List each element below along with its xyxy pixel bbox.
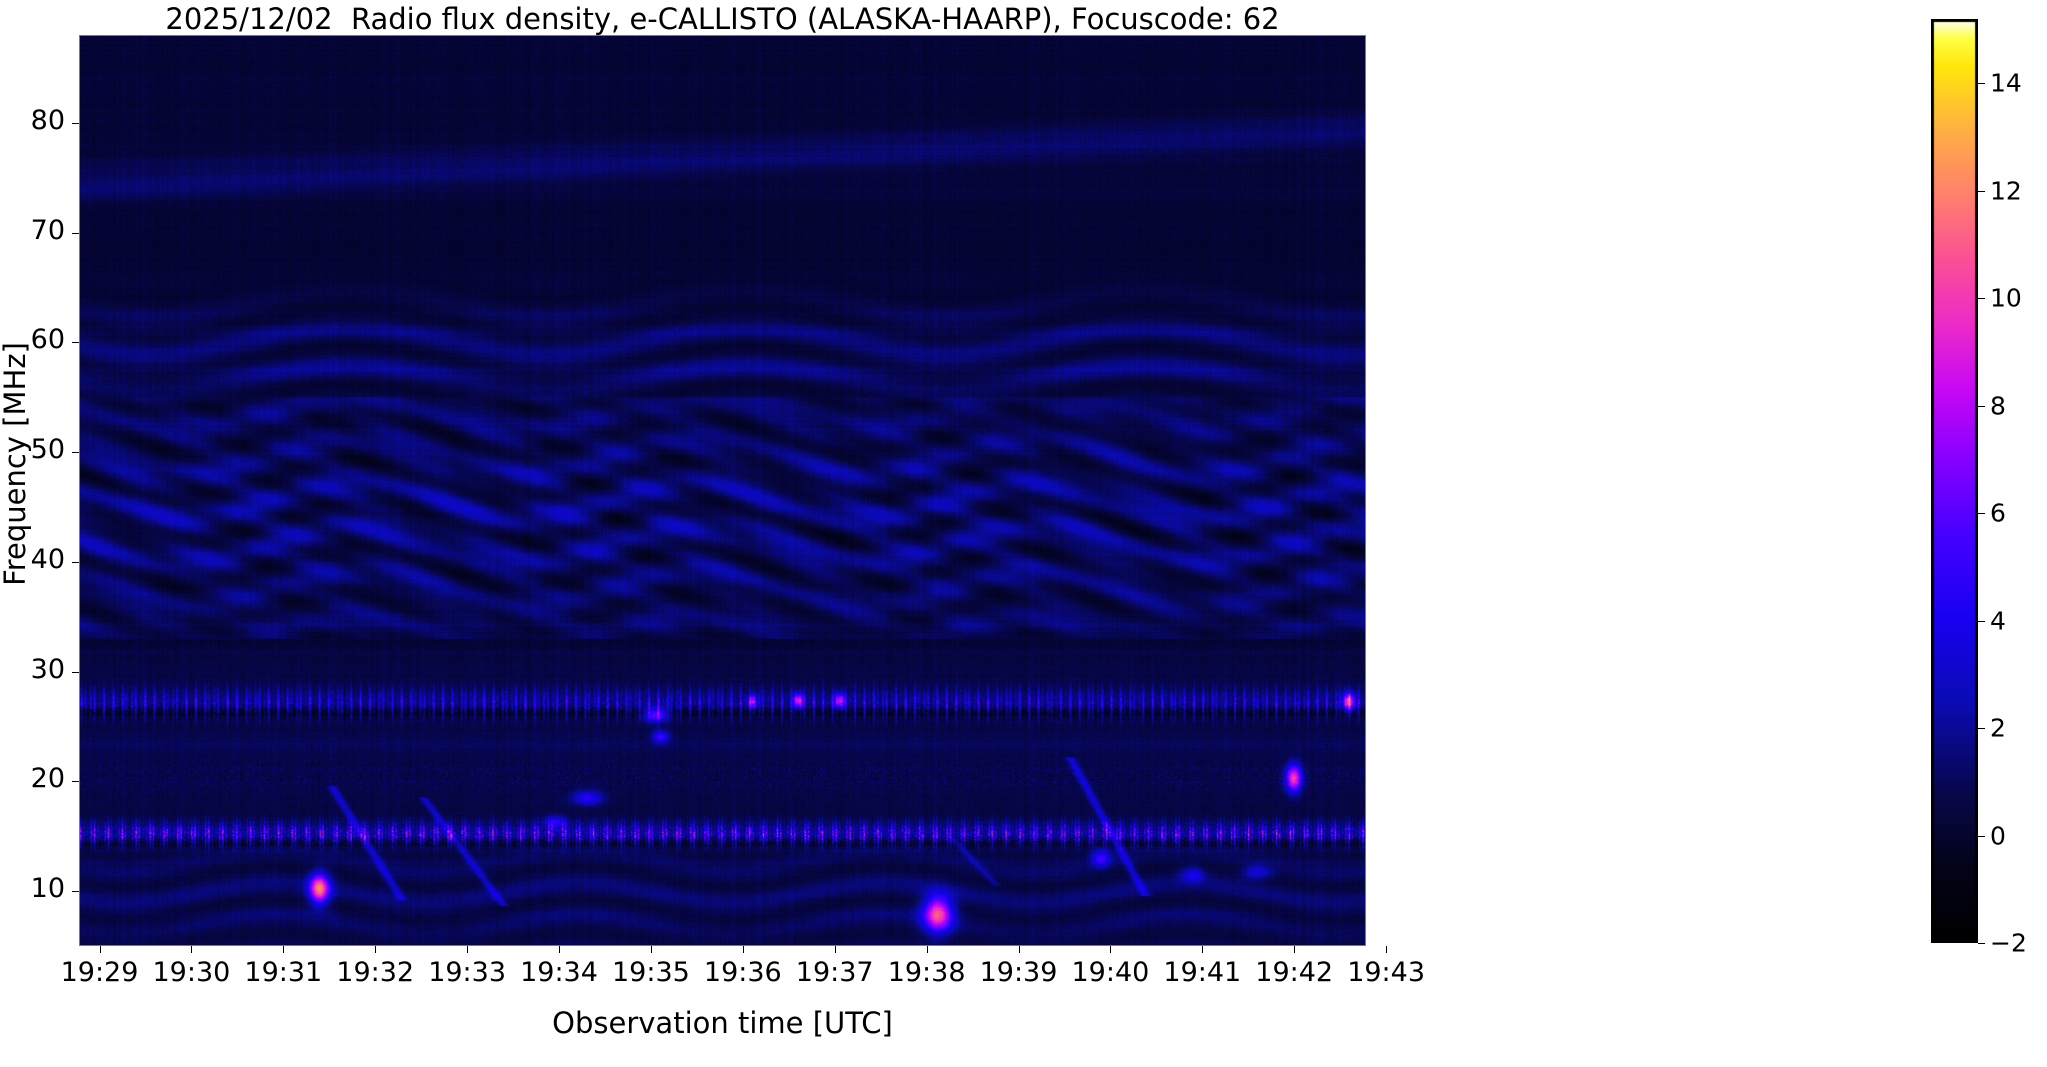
x-tick-label: 19:36 — [703, 957, 782, 988]
x-tick-mark — [926, 946, 928, 953]
y-tick-label: 30 — [30, 653, 65, 685]
y-tick-mark — [72, 452, 79, 454]
colorbar-tick-mark — [1978, 190, 1985, 192]
y-tick-label: 70 — [30, 214, 65, 246]
y-tick-label: 80 — [30, 104, 65, 136]
x-tick-mark — [834, 946, 836, 953]
colorbar-tick-label: 6 — [1990, 498, 2006, 528]
spectrogram-image — [80, 36, 1365, 945]
colorbar-tick-label: 10 — [1990, 283, 2022, 313]
x-tick-label: 19:34 — [520, 957, 598, 988]
x-tick-label: 19:31 — [244, 957, 323, 988]
y-tick-mark — [72, 561, 79, 563]
x-tick-label: 19:35 — [611, 957, 690, 988]
x-tick-label: 19:30 — [152, 957, 231, 988]
x-tick-mark — [742, 946, 744, 953]
x-tick-label: 19:41 — [1163, 957, 1242, 988]
x-tick-label: 19:33 — [428, 957, 506, 988]
x-tick-label: 19:39 — [979, 957, 1058, 988]
colorbar-tick-mark — [1978, 298, 1985, 300]
colorbar-tick-label: 12 — [1990, 176, 2022, 206]
x-tick-mark — [1294, 946, 1296, 953]
x-tick-mark — [467, 946, 469, 953]
x-axis-label: Observation time [UTC] — [552, 1006, 893, 1040]
x-tick-label: 19:43 — [1347, 957, 1425, 988]
figure-title: 2025/12/02 Radio flux density, e-CALLIST… — [165, 2, 1280, 36]
x-tick-label: 19:37 — [795, 957, 874, 988]
colorbar-tick-label: 14 — [1990, 68, 2022, 98]
y-tick-label: 50 — [30, 434, 65, 466]
colorbar-tick-mark — [1978, 513, 1985, 515]
y-tick-mark — [72, 891, 79, 893]
plot-axes — [79, 35, 1366, 946]
colorbar-tick-label: −2 — [1990, 928, 2027, 958]
x-tick-label: 19:42 — [1255, 957, 1334, 988]
colorbar-container: 14 12 10 8 6 4 2 0 −2 — [1931, 19, 2027, 958]
y-tick-mark — [72, 232, 79, 234]
x-tick-mark — [650, 946, 652, 953]
colorbar-tick-label: 2 — [1990, 713, 2006, 743]
colorbar-tick-mark — [1978, 835, 1985, 837]
y-tick-mark — [72, 342, 79, 344]
x-tick-mark — [99, 946, 101, 953]
x-tick-mark — [375, 946, 377, 953]
x-tick-label: 19:38 — [887, 957, 966, 988]
colorbar-tick-mark — [1978, 405, 1985, 407]
colorbar-gradient — [1931, 19, 1978, 943]
x-tick-label: 19:29 — [60, 957, 139, 988]
x-tick-mark — [1202, 946, 1204, 953]
colorbar-tick-mark — [1978, 943, 1985, 944]
x-tick-mark — [1386, 946, 1388, 953]
y-tick-label: 60 — [30, 324, 65, 356]
colorbar-tick-mark — [1978, 83, 1985, 85]
y-axis-label: Frequency [MHz] — [0, 342, 32, 586]
x-tick-mark — [191, 946, 193, 953]
x-tick-mark — [559, 946, 560, 953]
colorbar-tick-label: 0 — [1990, 821, 2006, 851]
colorbar-tick-mark — [1978, 620, 1985, 622]
y-tick-mark — [72, 671, 79, 673]
y-tick-label: 40 — [30, 543, 65, 575]
y-tick-mark — [72, 781, 79, 783]
x-tick-mark — [1018, 946, 1020, 953]
y-tick-label: 10 — [30, 873, 65, 905]
x-tick-label: 19:40 — [1071, 957, 1150, 988]
x-tick-mark — [1110, 946, 1112, 953]
colorbar-tick-label: 8 — [1990, 391, 2006, 421]
colorbar-tick-label: 4 — [1990, 606, 2006, 636]
y-tick-mark — [72, 122, 79, 124]
y-tick-label: 20 — [30, 763, 65, 795]
colorbar-tick-mark — [1978, 728, 1985, 730]
x-tick-mark — [283, 946, 285, 953]
x-tick-label: 19:32 — [336, 957, 415, 988]
